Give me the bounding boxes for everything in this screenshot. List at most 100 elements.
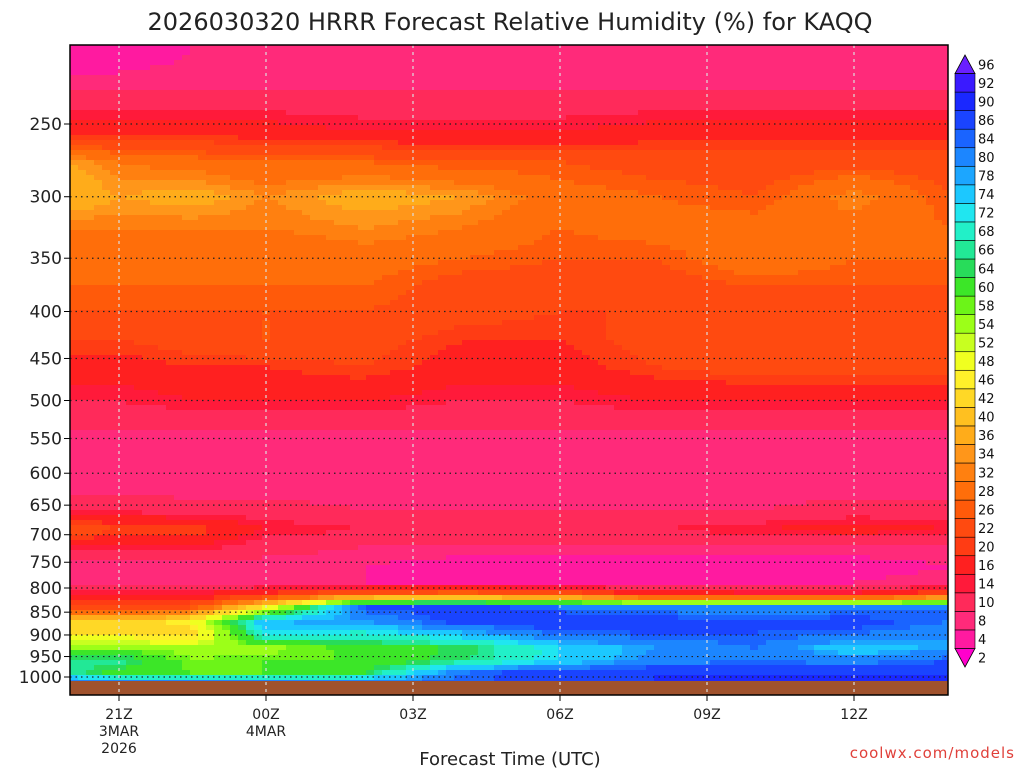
rh-cell <box>294 240 303 246</box>
rh-cell <box>830 200 839 206</box>
rh-cell <box>806 55 815 61</box>
rh-cell <box>142 65 151 71</box>
rh-cell <box>302 75 311 81</box>
rh-cell <box>526 190 535 196</box>
rh-cell <box>406 135 415 141</box>
rh-cell <box>246 235 255 241</box>
rh-cell <box>126 115 135 121</box>
rh-cell <box>422 250 431 256</box>
rh-cell <box>214 115 223 121</box>
rh-cell <box>734 75 743 81</box>
rh-cell <box>462 80 471 86</box>
rh-cell <box>702 135 711 141</box>
rh-cell <box>862 70 871 76</box>
rh-cell <box>142 205 151 211</box>
rh-cell <box>710 170 719 176</box>
rh-cell <box>118 110 127 116</box>
rh-cell <box>702 50 711 56</box>
rh-cell <box>478 155 487 161</box>
rh-cell <box>110 110 119 116</box>
rh-cell <box>326 260 335 266</box>
rh-cell <box>310 260 319 266</box>
rh-cell <box>222 225 231 231</box>
rh-cell <box>510 85 519 91</box>
rh-cell <box>534 205 543 211</box>
rh-cell <box>702 225 711 231</box>
rh-cell <box>286 130 295 136</box>
rh-cell <box>734 260 743 266</box>
rh-cell <box>398 230 407 236</box>
rh-cell <box>150 150 159 156</box>
rh-cell <box>126 170 135 176</box>
rh-cell <box>710 225 719 231</box>
rh-cell <box>94 220 103 226</box>
rh-cell <box>78 115 87 121</box>
rh-cell <box>438 90 447 96</box>
rh-cell <box>318 260 327 266</box>
rh-cell <box>814 220 823 226</box>
rh-cell <box>742 250 751 256</box>
rh-cell <box>694 180 703 186</box>
rh-cell <box>606 80 615 86</box>
rh-cell <box>86 200 95 206</box>
rh-cell <box>886 65 895 71</box>
rh-cell <box>630 215 639 221</box>
rh-cell <box>358 260 367 266</box>
rh-cell <box>166 175 175 181</box>
rh-cell <box>662 225 671 231</box>
rh-cell <box>822 85 831 91</box>
rh-cell <box>606 60 615 66</box>
rh-cell <box>934 90 943 96</box>
rh-cell <box>158 200 167 206</box>
rh-cell <box>830 80 839 86</box>
rh-cell <box>110 150 119 156</box>
rh-cell <box>734 140 743 146</box>
rh-cell <box>86 90 95 96</box>
rh-cell <box>198 60 207 66</box>
rh-cell <box>326 240 335 246</box>
rh-cell <box>782 185 791 191</box>
rh-cell <box>110 170 119 176</box>
rh-cell <box>774 180 783 186</box>
rh-cell <box>654 245 663 251</box>
rh-cell <box>254 270 263 276</box>
rh-cell <box>926 265 935 271</box>
rh-cell <box>502 230 511 236</box>
rh-cell <box>206 160 215 166</box>
rh-cell <box>270 50 279 56</box>
rh-cell <box>934 60 943 66</box>
rh-cell <box>358 160 367 166</box>
rh-cell <box>262 195 271 201</box>
rh-cell <box>606 230 615 236</box>
rh-cell <box>558 145 567 151</box>
rh-cell <box>830 260 839 266</box>
rh-cell <box>198 110 207 116</box>
rh-cell <box>534 90 543 96</box>
rh-cell <box>590 235 599 241</box>
rh-cell <box>614 195 623 201</box>
rh-cell <box>422 205 431 211</box>
rh-cell <box>862 135 871 141</box>
rh-cell <box>254 85 263 91</box>
rh-cell <box>622 45 631 51</box>
rh-cell <box>438 230 447 236</box>
rh-cell <box>102 65 111 71</box>
rh-cell <box>590 60 599 66</box>
rh-cell <box>766 95 775 101</box>
rh-cell <box>398 95 407 101</box>
rh-cell <box>286 45 295 51</box>
rh-cell <box>222 210 231 216</box>
rh-cell <box>910 255 919 261</box>
rh-cell <box>406 130 415 136</box>
rh-cell <box>334 95 343 101</box>
rh-cell <box>110 225 119 231</box>
rh-cell <box>942 55 948 61</box>
rh-cell <box>430 245 439 251</box>
rh-cell <box>830 170 839 176</box>
rh-cell <box>782 100 791 106</box>
rh-cell <box>230 135 239 141</box>
rh-cell <box>150 175 159 181</box>
rh-cell <box>854 45 863 51</box>
rh-cell <box>702 220 711 226</box>
rh-cell <box>926 110 935 116</box>
